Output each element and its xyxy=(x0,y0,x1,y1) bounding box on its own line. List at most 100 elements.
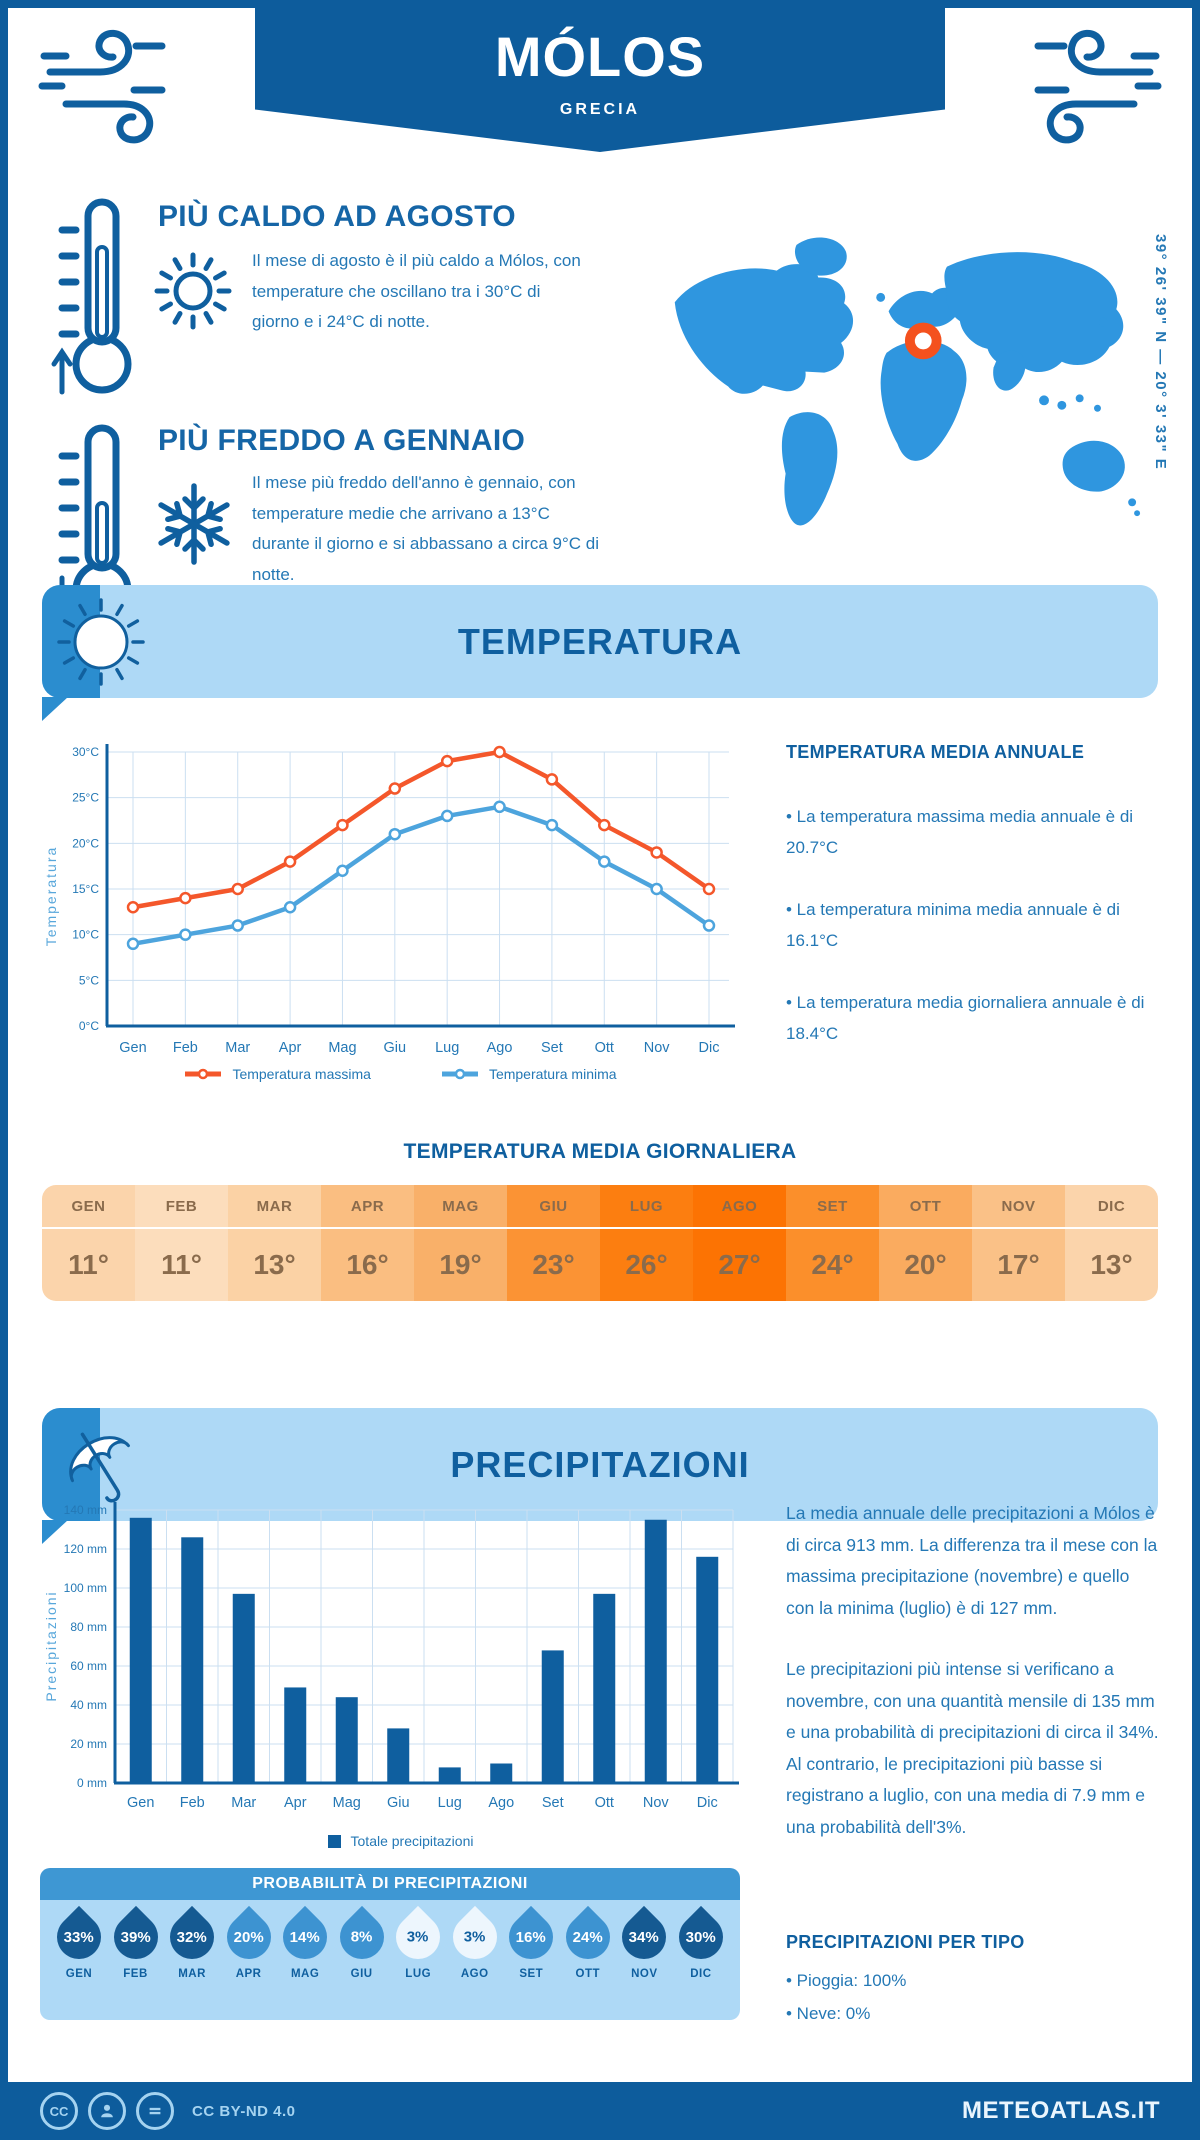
precipitation-paragraph: Le precipitazioni più intense si verific… xyxy=(786,1659,1159,1837)
droplet-month-label: GEN xyxy=(65,1968,93,1980)
svg-text:10°C: 10°C xyxy=(72,928,99,942)
wind-icon xyxy=(1034,29,1162,144)
droplet-icon: 14% xyxy=(274,1905,337,1969)
precipitation-banner-title: PRECIPITAZIONI xyxy=(450,1443,750,1485)
droplet-icon: 20% xyxy=(217,1905,280,1969)
snowflake-icon xyxy=(158,483,230,565)
temperature-chart-legend: Temperatura massima Temperatura minima xyxy=(38,1066,763,1082)
daily-table-month: LUG xyxy=(600,1185,693,1229)
svg-text:Ott: Ott xyxy=(595,1040,614,1056)
probability-droplet: 14% MAG xyxy=(274,1900,337,2020)
droplet-month-label: APR xyxy=(235,1968,262,1980)
daily-table-value: 11° xyxy=(42,1229,135,1301)
daily-table-month: SET xyxy=(786,1185,879,1229)
precip-bar xyxy=(438,1767,461,1783)
daily-table-value: 23° xyxy=(507,1229,600,1301)
no-derivatives-icon xyxy=(136,2092,174,2130)
svg-text:Giu: Giu xyxy=(384,1040,407,1056)
svg-text:Set: Set xyxy=(541,1040,563,1056)
droplet-icon: 16% xyxy=(500,1905,563,1969)
probability-droplet: 8% GIU xyxy=(330,1900,393,2020)
legend-label-total: Totale precipitazioni xyxy=(350,1833,474,1849)
svg-text:Apr: Apr xyxy=(284,1795,307,1811)
daily-table-month: OTT xyxy=(879,1185,972,1229)
page-title: MÓLOS xyxy=(494,25,706,88)
svg-text:Temperatura: Temperatura xyxy=(43,846,59,947)
svg-text:Ago: Ago xyxy=(488,1795,514,1811)
daily-table-value: 17° xyxy=(972,1229,1065,1301)
probability-droplet: 3% AGO xyxy=(443,1900,506,2020)
daily-table-value: 20° xyxy=(879,1229,972,1301)
daily-table-value: 19° xyxy=(414,1229,507,1301)
droplet-month-label: MAG xyxy=(290,1968,320,1980)
series-line xyxy=(130,804,712,947)
daily-table-month: NOV xyxy=(972,1185,1065,1229)
umbrella-icon xyxy=(69,1432,130,1503)
svg-text:30°C: 30°C xyxy=(72,745,99,759)
warm-fact-title: PIÙ CALDO AD AGOSTO xyxy=(158,200,516,233)
license-label: CC BY-ND 4.0 xyxy=(192,2102,296,2120)
svg-text:Dic: Dic xyxy=(699,1040,720,1056)
banner-tail xyxy=(42,1520,68,1544)
svg-text:140 mm: 140 mm xyxy=(64,1503,107,1517)
svg-text:Giu: Giu xyxy=(387,1795,410,1811)
svg-text:Nov: Nov xyxy=(643,1795,670,1811)
cc-icon: CC xyxy=(40,2092,78,2130)
svg-text:Mag: Mag xyxy=(333,1795,361,1811)
droplet-icon: 8% xyxy=(330,1905,393,1969)
bar-legend-swatch-icon xyxy=(327,1834,341,1848)
droplet-icon: 33% xyxy=(47,1905,111,1969)
svg-text:Mar: Mar xyxy=(231,1795,256,1811)
probability-droplet: 34% NOV xyxy=(613,1900,676,2020)
droplet-month-label: OTT xyxy=(575,1968,601,1980)
precip-bar xyxy=(387,1728,410,1783)
svg-text:20 mm: 20 mm xyxy=(70,1737,107,1751)
legend-label-max: Temperatura massima xyxy=(232,1066,371,1082)
temperature-section-banner: TEMPERATURA xyxy=(42,585,1158,698)
svg-text:20°C: 20°C xyxy=(72,836,99,850)
svg-text:Mar: Mar xyxy=(225,1040,250,1056)
daily-temperature-table: GEN FEB MAR APR MAG GIU LUG AGO SET OTT NOV DIC 11° 1… xyxy=(42,1185,1158,1301)
precipitation-bar-chart: 0 mm 20 mm 40 mm 60 mm 80 mm 100 mm 120 mm 140 … xyxy=(43,1502,739,1811)
annual-bullet: • La temperatura media giornaliera annua… xyxy=(786,992,1145,1044)
daily-table-value: 13° xyxy=(228,1229,321,1301)
svg-text:Nov: Nov xyxy=(644,1040,671,1056)
footer-bar: CC CC BY-ND 4.0 METEOATLAS.IT xyxy=(0,2082,1200,2140)
wind-icon xyxy=(38,29,166,144)
site-label: METEOATLAS.IT xyxy=(961,2097,1160,2124)
daily-table-month: FEB xyxy=(135,1185,228,1229)
precipitation-section-banner: PRECIPITAZIONI xyxy=(42,1408,1158,1521)
svg-text:Ago: Ago xyxy=(487,1040,513,1056)
daily-table-value: 26° xyxy=(600,1229,693,1301)
legend-item-max: Temperatura massima xyxy=(184,1066,371,1082)
daily-table-value: 24° xyxy=(786,1229,879,1301)
svg-text:Gen: Gen xyxy=(127,1795,154,1811)
daily-table-value: 27° xyxy=(693,1229,786,1301)
daily-table-month: DIC xyxy=(1065,1185,1158,1229)
svg-text:Feb: Feb xyxy=(180,1795,205,1811)
svg-text:Gen: Gen xyxy=(119,1040,146,1056)
precip-bar xyxy=(490,1763,513,1783)
attribution-person-icon xyxy=(88,2092,126,2130)
temperature-banner-title: TEMPERATURA xyxy=(457,620,743,662)
world-map xyxy=(674,237,1141,526)
droplet-month-label: GIU xyxy=(350,1968,373,1980)
legend-item-total: Totale precipitazioni xyxy=(327,1833,474,1849)
precip-bar xyxy=(541,1650,564,1783)
annual-bullet: • La temperatura minima media annuale è … xyxy=(786,899,1120,951)
droplet-icon: 3% xyxy=(443,1905,506,1969)
series-line xyxy=(130,749,712,910)
probability-droplet: 20% APR xyxy=(217,1900,280,2020)
daily-table-month: GIU xyxy=(507,1185,600,1229)
svg-text:Precipitazioni: Precipitazioni xyxy=(43,1590,59,1701)
probability-droplet: 30% DIC xyxy=(669,1900,732,2020)
page-border-left xyxy=(0,0,8,2140)
annual-summary-bullets: • La temperatura massima media annuale è… xyxy=(786,801,1158,1050)
precip-bar xyxy=(129,1517,152,1783)
droplet-month-label: LUG xyxy=(405,1968,432,1980)
annual-bullet: • La temperatura massima media annuale è… xyxy=(786,807,1134,858)
daily-table-month: GEN xyxy=(42,1185,135,1229)
daily-table-month: MAR xyxy=(228,1185,321,1229)
precip-bar xyxy=(696,1556,719,1783)
